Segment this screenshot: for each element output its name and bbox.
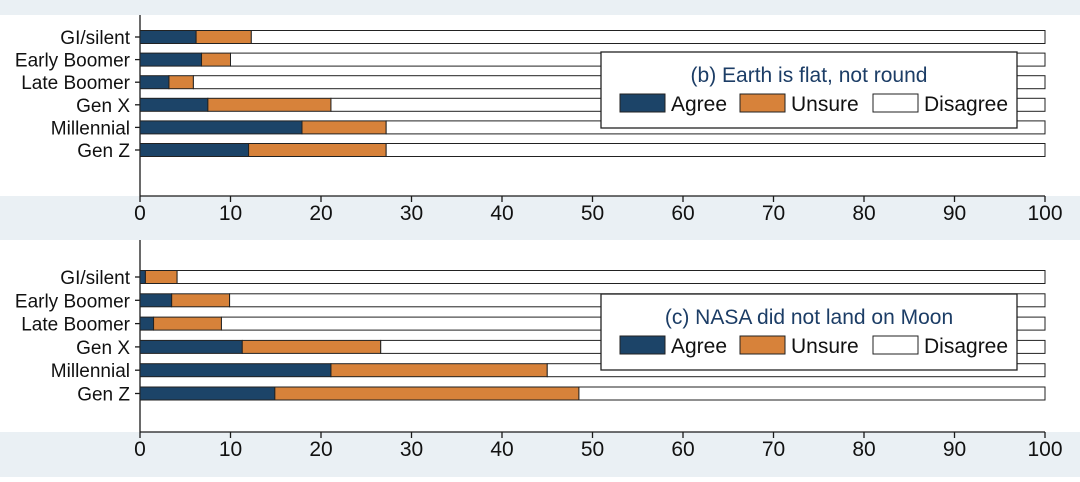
bar-disagree-gen-z	[578, 386, 1046, 401]
x-tick-label: 50	[581, 438, 604, 461]
bar-unsure-gen-z	[248, 143, 387, 157]
bar-agree-millennial	[139, 120, 303, 135]
legend-label-unsure: Unsure	[791, 335, 859, 358]
legend-label-unsure: Unsure	[791, 93, 859, 116]
legend-key-unsure	[739, 335, 786, 355]
bar-agree-gen-x	[139, 97, 209, 112]
bar-unsure-gi-silent	[195, 30, 252, 44]
bar-agree-late-boomer	[139, 75, 170, 90]
legend-key-disagree	[872, 93, 919, 113]
legend-key-agree	[619, 93, 666, 113]
bar-unsure-millennial	[301, 120, 387, 135]
category-label-gi-silent: GI/silent	[60, 268, 130, 289]
legend-label-disagree: Disagree	[924, 93, 1008, 116]
bar-unsure-gen-x	[241, 339, 382, 354]
category-label-early-boomer: Early Boomer	[15, 51, 131, 72]
bar-unsure-early-boomer	[201, 52, 231, 67]
legend-box	[600, 293, 1018, 371]
bar-unsure-gi-silent	[144, 270, 178, 284]
category-label-late-boomer: Late Boomer	[21, 73, 130, 94]
bar-disagree-gi-silent	[250, 30, 1046, 44]
x-tick-label: 40	[490, 438, 513, 461]
x-tick-label: 100	[1027, 438, 1062, 461]
x-tick-label: 0	[134, 202, 146, 225]
bar-disagree-gi-silent	[176, 270, 1046, 284]
category-label-gen-x: Gen X	[76, 338, 130, 359]
legend: (c) NASA did not land on Moon Agree Unsure…	[600, 293, 1018, 371]
bar-agree-millennial	[139, 363, 332, 378]
x-tick-label: 20	[309, 202, 332, 225]
x-tick-label: 0	[134, 438, 146, 461]
category-label-millennial: Millennial	[51, 118, 130, 139]
bar-agree-gi-silent	[139, 270, 146, 284]
bar-unsure-millennial	[330, 363, 548, 378]
bar-agree-gen-z	[139, 143, 250, 157]
x-tick-label: 10	[219, 202, 242, 225]
bar-agree-gi-silent	[139, 30, 197, 44]
category-label-gen-z: Gen Z	[77, 141, 130, 162]
x-tick-label: 80	[852, 202, 875, 225]
x-tick-label: 20	[309, 438, 332, 461]
x-tick-label: 60	[671, 202, 694, 225]
legend: (b) Earth is flat, not round Agree Unsure D…	[600, 51, 1018, 129]
x-tick-label: 60	[671, 438, 694, 461]
bar-unsure-gen-z	[274, 386, 580, 401]
x-tick-label: 70	[762, 202, 785, 225]
legend-box	[600, 51, 1018, 129]
x-tick-label: 90	[943, 438, 966, 461]
bar-disagree-gen-z	[385, 143, 1046, 157]
legend-label-disagree: Disagree	[924, 335, 1008, 358]
bar-unsure-early-boomer	[171, 293, 231, 308]
bar-agree-gen-z	[139, 386, 276, 401]
legend-title: (c) NASA did not land on Moon	[665, 306, 953, 329]
legend-key-unsure	[739, 93, 786, 113]
category-label-millennial: Millennial	[51, 361, 130, 382]
category-label-early-boomer: Early Boomer	[15, 291, 131, 312]
x-tick-label: 80	[852, 438, 875, 461]
category-label-late-boomer: Late Boomer	[21, 315, 130, 336]
bar-unsure-late-boomer	[153, 316, 222, 331]
bar-agree-early-boomer	[139, 293, 173, 308]
x-tick-label: 50	[581, 202, 604, 225]
category-label-gi-silent: GI/silent	[60, 28, 130, 49]
legend-title: (b) Earth is flat, not round	[691, 64, 928, 87]
bar-unsure-late-boomer	[168, 75, 194, 90]
legend-key-disagree	[872, 335, 919, 355]
bar-agree-late-boomer	[139, 316, 155, 331]
category-label-gen-z: Gen Z	[77, 385, 130, 406]
bar-agree-early-boomer	[139, 52, 203, 67]
x-tick-label: 100	[1027, 202, 1062, 225]
legend-label-agree: Agree	[671, 93, 727, 116]
x-tick-label: 30	[400, 438, 423, 461]
x-tick-label: 90	[943, 202, 966, 225]
bar-unsure-gen-x	[207, 97, 332, 112]
x-tick-label: 70	[762, 438, 785, 461]
bar-agree-gen-x	[139, 339, 243, 354]
x-tick-label: 10	[219, 438, 242, 461]
x-tick-label: 30	[400, 202, 423, 225]
legend-key-agree	[619, 335, 666, 355]
legend-label-agree: Agree	[671, 335, 727, 358]
category-label-gen-x: Gen X	[76, 96, 130, 117]
x-tick-label: 40	[490, 202, 513, 225]
